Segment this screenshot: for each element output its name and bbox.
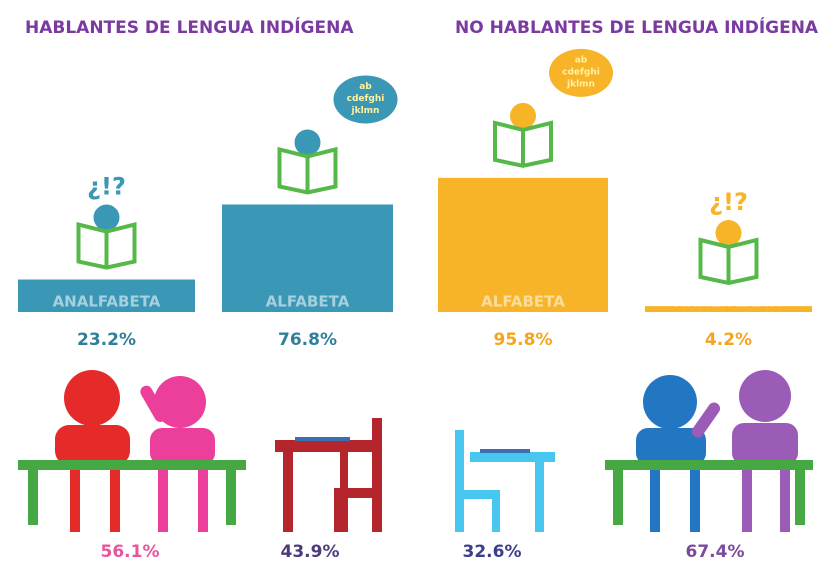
bottom-value: 32.6% xyxy=(463,542,522,562)
bar xyxy=(645,306,812,312)
bar-label: ALFABETA xyxy=(481,293,565,311)
value-label: 4.2% xyxy=(705,330,752,350)
reader-head xyxy=(715,220,742,246)
bubble-text: ab xyxy=(575,55,588,65)
bar-label: ANALFABETA xyxy=(53,293,161,311)
section-title: HABLANTES DE LENGUA INDÍGENA xyxy=(25,16,354,38)
speech-bubble xyxy=(333,75,398,124)
section-title: NO HABLANTES DE LENGUA INDÍGENA xyxy=(455,16,819,38)
book xyxy=(493,120,553,168)
scene-desk-red xyxy=(275,418,382,532)
bottom-value: 67.4% xyxy=(686,542,745,562)
reader-icon: ab cdefghi jklmn xyxy=(277,75,398,195)
value-label: 76.8% xyxy=(278,330,337,350)
book xyxy=(277,146,338,195)
speech-bubble xyxy=(549,48,613,97)
book xyxy=(698,237,759,286)
bubble-text: jklmn xyxy=(566,79,595,89)
reader-icon: ¿!? xyxy=(698,188,759,286)
doubt-text: ¿!? xyxy=(87,173,126,201)
value-label: 95.8% xyxy=(494,330,553,350)
book xyxy=(76,221,137,270)
bubble-text: cdefghi xyxy=(562,67,600,77)
bubble-text: cdefghi xyxy=(347,94,385,104)
bar xyxy=(438,177,608,312)
scene-left xyxy=(18,370,246,532)
reader-head xyxy=(510,102,536,129)
reader-icon: ab cdefghi jklmn xyxy=(493,48,613,168)
bar-label: ALFABETA xyxy=(266,293,350,311)
reader-head xyxy=(93,204,120,231)
doubt-text: ¿!? xyxy=(709,188,748,216)
bubble-text: ab xyxy=(359,82,372,92)
bottom-value: 56.1% xyxy=(101,542,160,562)
bar xyxy=(18,279,195,312)
reader-icon: ¿!? xyxy=(76,173,137,270)
scene-desk-blue xyxy=(455,430,555,532)
bubble-text: jklmn xyxy=(351,106,380,116)
value-label: 23.2% xyxy=(77,330,136,350)
reader-head xyxy=(294,129,321,156)
scene-right xyxy=(605,370,813,532)
bottom-value: 43.9% xyxy=(281,542,340,562)
bar-label: ANALFABETA xyxy=(675,293,783,311)
bar xyxy=(222,204,393,312)
